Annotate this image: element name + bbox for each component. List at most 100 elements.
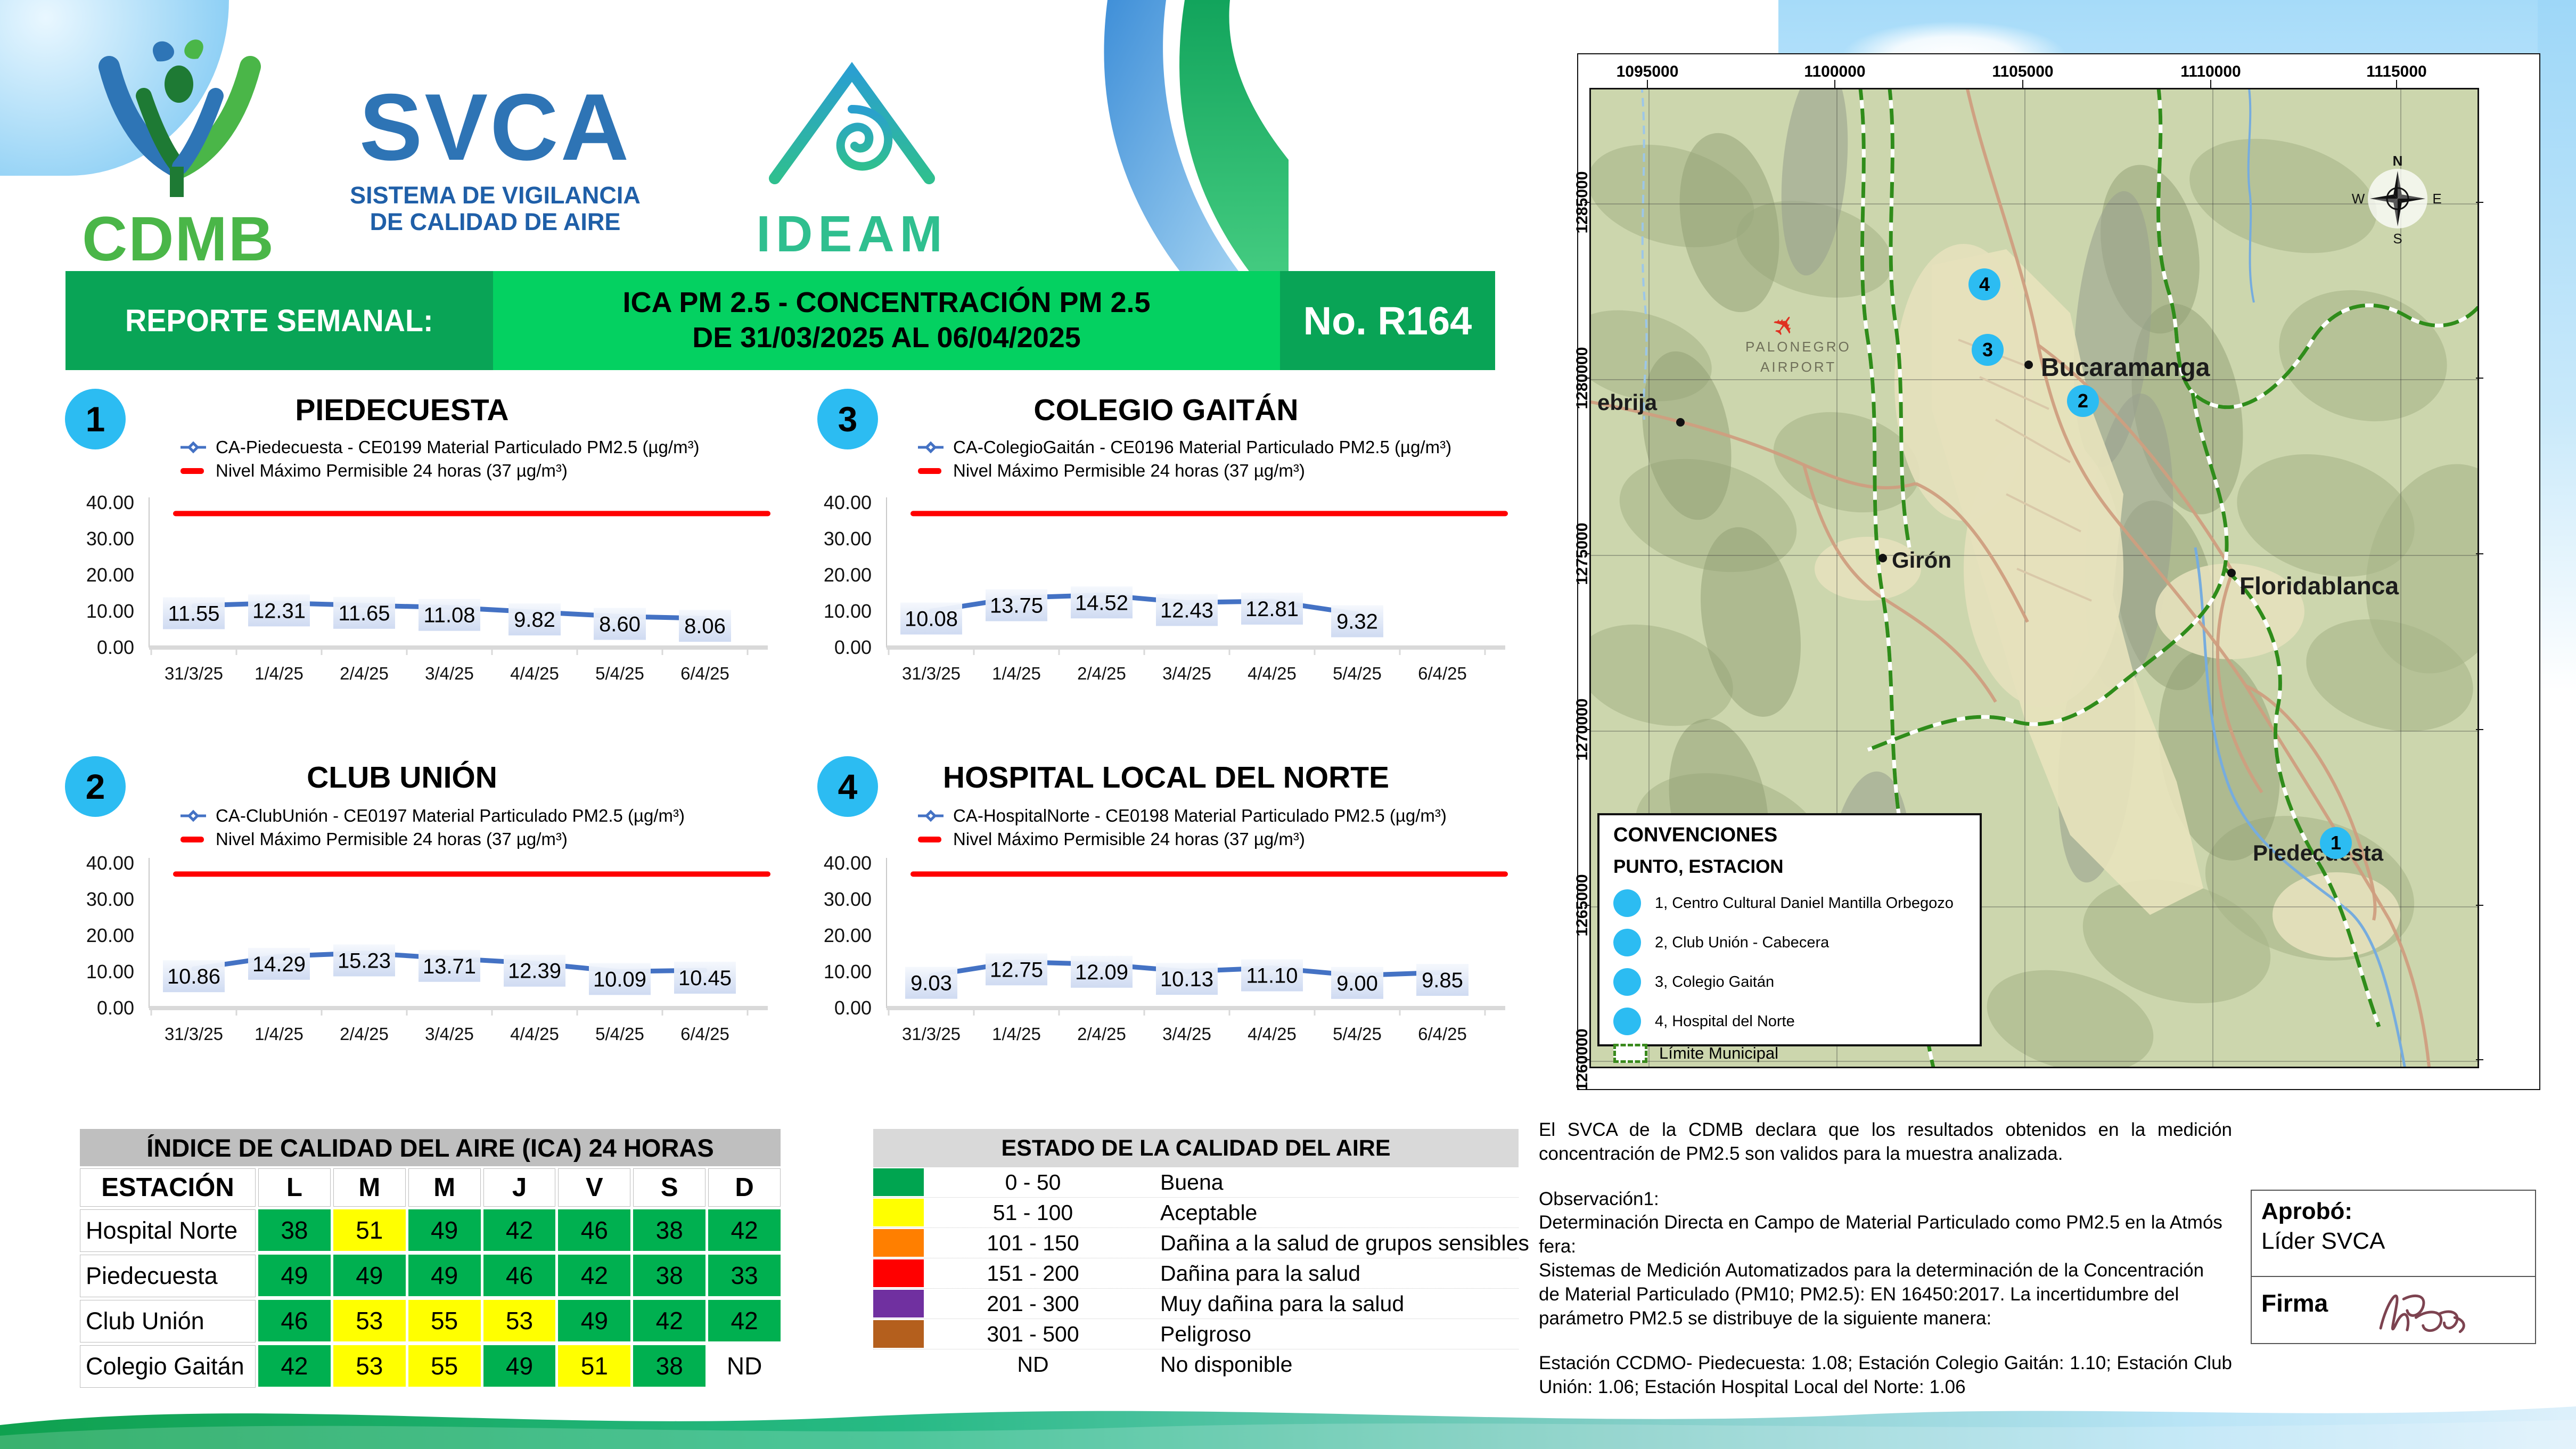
estado-color-swatch: [873, 1259, 924, 1287]
data-label: 10.13: [1160, 968, 1213, 991]
ica-value-cell: 38: [633, 1209, 706, 1251]
data-label-box: [1071, 586, 1133, 619]
chart-legend-3: CA-ColegioGaitán - CE0196 Material Parti…: [916, 436, 1451, 482]
chart-plot-3: 40.00 30.00 20.00 10.00 0.00 31/3/25 1/4/25 2/4…: [824, 492, 1508, 683]
estado-range: 51 - 100: [992, 1200, 1073, 1225]
x-tick-label: 4/4/25: [1248, 1024, 1297, 1044]
ica-value-cell: 42: [633, 1300, 706, 1341]
estado-range: ND: [1017, 1352, 1049, 1377]
estado-row: 301 - 500 Peligroso: [873, 1319, 1519, 1349]
municipal-boundary-swatch: [1613, 1044, 1647, 1063]
ica-value-cell: 55: [408, 1345, 481, 1387]
ica-value-cell: 42: [258, 1345, 331, 1387]
station-badge-3: 3: [817, 389, 878, 449]
data-label: 10.45: [678, 967, 732, 990]
data-label-box: [419, 599, 480, 631]
legend-series-label: CA-ColegioGaitán - CE0196 Material Parti…: [953, 437, 1452, 457]
notes-observation-line: Sistemas de Medición Automatizados para …: [1539, 1259, 2204, 1281]
map-place-lebrija: ebrija: [1597, 390, 1658, 415]
airport-label-line1: PALONEGRO: [1745, 339, 1851, 355]
chart-plot-1: 40.00 30.00 20.00 10.00 0.00 31/3/25 1/4/25 2/4…: [86, 492, 770, 683]
estado-row: 151 - 200 Dañina para la salud: [873, 1258, 1519, 1288]
series-marker-icon: [181, 809, 206, 822]
data-label: 12.39: [508, 960, 561, 983]
data-label: 8.60: [599, 613, 641, 636]
x-tick-label: 3/4/25: [1162, 1024, 1211, 1044]
legend-limit-label: Nivel Máximo Permisible 24 horas (37 µg/…: [216, 461, 568, 480]
legend-limit-label: Nivel Máximo Permisible 24 horas (37 µg/…: [216, 829, 568, 849]
x-tick-label: 5/4/25: [1333, 664, 1382, 683]
data-label: 12.31: [252, 599, 306, 623]
ica-value-cell: 38: [633, 1345, 706, 1387]
estado-color-swatch: [873, 1229, 924, 1257]
ica-station-name: Hospital Norte: [80, 1209, 256, 1252]
station-marker-number: 4: [1979, 273, 1990, 295]
limit-marker-icon: [181, 837, 204, 842]
x-tick-label: 2/4/25: [1077, 1024, 1126, 1044]
data-label: 9.82: [514, 608, 555, 632]
ica-value-cell: 46: [258, 1300, 331, 1341]
legend-series-label: CA-HospitalNorte - CE0198 Material Parti…: [953, 806, 1447, 825]
ica-value-cell: 53: [333, 1300, 406, 1341]
ica-value-cell: 49: [483, 1345, 556, 1387]
estado-label: Buena: [1160, 1169, 1224, 1194]
y-tick-label: 0.00: [834, 997, 872, 1019]
data-label-box: [508, 603, 561, 636]
data-label-box: [589, 963, 651, 995]
ica-value-cell: 38: [258, 1209, 331, 1251]
svg-text:N: N: [2393, 153, 2403, 169]
x-tick-label: 5/4/25: [1333, 1024, 1382, 1044]
legend-limit-row: Nivel Máximo Permisible 24 horas (37 µg/…: [178, 459, 700, 482]
ica-col-header: ESTACIÓN: [80, 1168, 256, 1207]
ica-col-header: V: [558, 1168, 631, 1207]
data-label-box: [1241, 959, 1303, 992]
approved-label: Aprobó:: [2261, 1198, 2353, 1224]
data-label: 12.75: [990, 958, 1043, 981]
x-tick-label: 1/4/25: [992, 664, 1041, 683]
x-tick-label: 31/3/25: [902, 664, 961, 683]
map-legend-item: 2, Club Unión - Cabecera: [1613, 929, 1980, 956]
data-label: 12.09: [1075, 961, 1128, 984]
x-tick-label: 4/4/25: [510, 1024, 559, 1044]
ica-value-cell: 53: [483, 1300, 556, 1341]
legend-series-row: CA-Piedecuesta - CE0199 Material Particu…: [178, 436, 700, 459]
x-tick-label: 4/4/25: [1248, 664, 1297, 683]
data-label: 14.29: [252, 953, 306, 976]
station-badge-4: 4: [817, 756, 878, 817]
estado-range: 101 - 150: [987, 1230, 1079, 1255]
data-label-box: [163, 597, 225, 629]
data-label-box: [900, 602, 962, 635]
ica-value-cell: 46: [483, 1255, 556, 1296]
ica-station-name: Colegio Gaitán: [80, 1345, 256, 1388]
data-label-box: [1071, 955, 1133, 988]
notes-observation-line: de Material Particulado (PM10; PM2.5): E…: [1539, 1283, 2179, 1305]
ica-col-header: M: [333, 1168, 406, 1207]
data-label-box: [986, 953, 1047, 986]
data-label-box: [248, 947, 310, 980]
estado-table-body: 0 - 50 Buena 51 - 100 Aceptable 101 - 150 Dañ…: [873, 1167, 1529, 1379]
legend-limit-row: Nivel Máximo Permisible 24 horas (37 µg/…: [916, 459, 1451, 482]
estado-row: 101 - 150 Dañina a la salud de grupos sen…: [873, 1227, 1529, 1258]
ica-col-header: S: [633, 1168, 706, 1207]
legend-series-label: CA-ClubUnión - CE0197 Material Particula…: [216, 806, 685, 825]
map-legend-item: 1, Centro Cultural Daniel Mantilla Orbeg…: [1613, 889, 1980, 917]
data-label-box: [1331, 605, 1383, 637]
data-label: 14.52: [1075, 591, 1128, 615]
approval-box: Aprobó: Líder SVCA Firma: [2251, 1190, 2536, 1344]
station-badge-2: 2: [65, 756, 126, 817]
ica-value-cell: 49: [258, 1255, 331, 1296]
data-label: 9.85: [1422, 969, 1463, 992]
station-marker-number: 1: [2331, 832, 2341, 854]
map-top-coord: 1115000: [2366, 63, 2427, 80]
station-point-icon: [1613, 1008, 1641, 1035]
ica-value-cell: ND: [708, 1345, 781, 1387]
ica-value-cell: 46: [558, 1209, 631, 1251]
estado-label: Aceptable: [1160, 1200, 1258, 1225]
data-label: 9.00: [1336, 972, 1378, 995]
data-label: 11.55: [168, 602, 219, 625]
data-label-box: [679, 610, 731, 642]
data-label: 12.81: [1245, 597, 1299, 621]
series-marker-icon: [918, 441, 944, 454]
estado-range: 301 - 500: [987, 1321, 1079, 1346]
y-tick-label: 10.00: [824, 961, 872, 983]
